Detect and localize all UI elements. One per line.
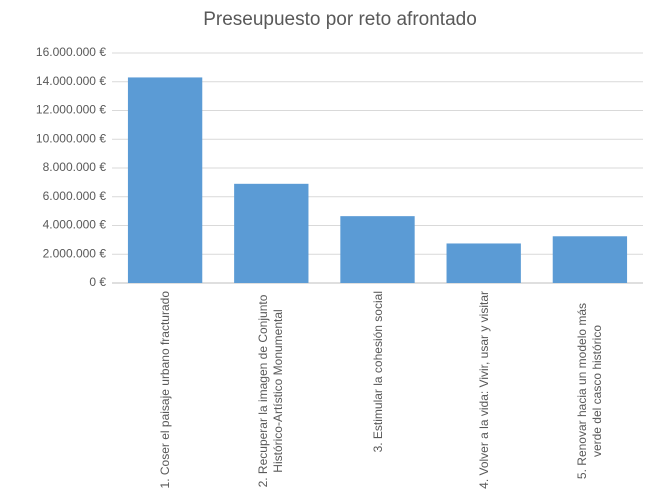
x-tick-label-box: 2. Recuperar la imagen de Conjunto Histó… — [219, 291, 323, 491]
bar — [552, 236, 628, 283]
x-tick-label: 4. Volver a la vida: Vivir, usar y visit… — [476, 291, 491, 489]
bar — [446, 243, 521, 283]
x-tick-label-box: 4. Volver a la vida: Vivir, usar y visit… — [432, 291, 536, 491]
y-tick-label: 4.000.000 € — [43, 218, 107, 232]
bar — [340, 216, 415, 283]
x-tick-label: 5. Renovar hacia un modelo más verde del… — [574, 302, 604, 480]
x-tick-label: 3. Estimular la cohesión social — [370, 291, 384, 453]
y-tick-label: 14.000.000 € — [36, 74, 106, 88]
y-tick-label: 6.000.000 € — [43, 189, 107, 203]
y-tick-label: 10.000.000 € — [36, 131, 106, 145]
chart-title: Preseupuesto por reto afrontado — [203, 9, 477, 30]
x-tick-label-box: 5. Renovar hacia un modelo más verde del… — [538, 291, 642, 491]
y-tick-label: 8.000.000 € — [43, 160, 107, 174]
y-tick-label: 2.000.000 € — [43, 246, 107, 260]
bar — [234, 183, 309, 283]
x-tick-label: 1. Coser el paisaje urbano fracturado — [157, 291, 172, 489]
x-tick-label: 2. Recuperar la imagen de Conjunto Histó… — [256, 294, 286, 488]
x-tick-label-box: 1. Coser el paisaje urbano fracturado — [113, 291, 217, 491]
x-tick-label-box: 3. Estimular la cohesión social — [326, 291, 430, 491]
bar — [127, 77, 203, 283]
y-tick-label: 16.000.000 € — [36, 45, 106, 59]
y-tick-label: 12.000.000 € — [36, 103, 106, 117]
y-tick-label: 0 € — [89, 275, 106, 289]
